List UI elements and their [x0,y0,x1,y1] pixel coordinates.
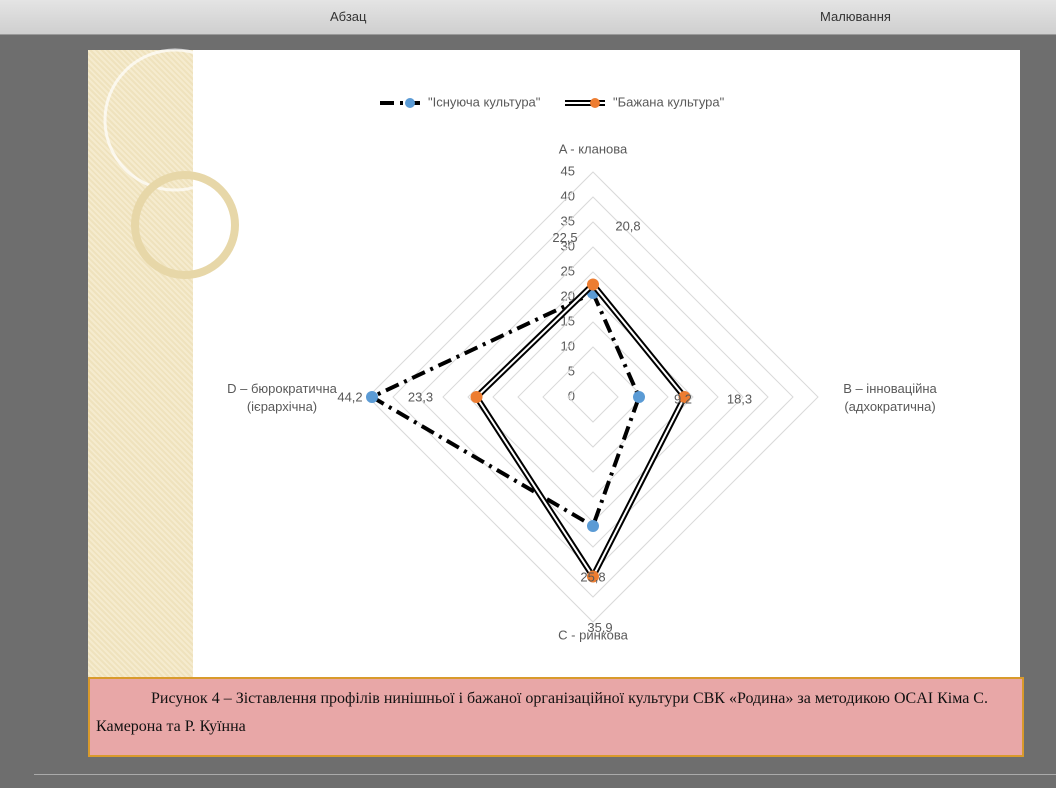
ribbon: Абзац Малювання [0,0,1056,35]
marker [633,391,645,403]
series-line [367,290,642,529]
grid-line [442,246,744,548]
tick-label: 35 [561,213,575,228]
value-label: 25,8 [580,569,605,584]
marker [470,391,483,403]
tick-label: 15 [561,313,575,328]
legend-marker [405,98,415,108]
decor [131,171,239,279]
value-label: 18,3 [727,391,752,406]
category-label: D – бюрократична (ієрархічна) [227,381,338,414]
legend-label: "Існуюча культура" [428,94,541,109]
grid-line [542,346,644,448]
value-label: 9,2 [674,391,692,406]
grid-line [517,321,669,473]
tick-label: 30 [561,238,575,253]
value-label: 20,8 [615,218,640,233]
tick-label: 40 [561,188,575,203]
caption: Рисунок 4 – Зіставлення профілів нинішнь… [88,677,1024,757]
value-label: 22,5 [552,230,577,245]
ribbon-group[interactable]: Малювання [820,9,891,24]
category-label: A - кланова [559,141,628,156]
marker [366,391,378,403]
series-line [472,280,689,583]
grid-line [567,371,619,423]
marker [678,391,691,403]
marker [587,570,599,583]
tick-label: 10 [561,338,575,353]
ribbon-group[interactable]: Абзац [330,9,367,24]
tick-label: 0 [568,388,575,403]
tick-label: 20 [561,288,575,303]
grid-line [367,171,819,623]
value-label: 23,3 [408,389,433,404]
decor [103,48,247,192]
value-label: 44,2 [337,389,362,404]
category-label: B – інноваційна (адхократична) [843,381,937,414]
legend-label: "Бажана культура" [613,94,725,109]
tick-label: 25 [561,263,575,278]
tick-label: 5 [568,363,575,378]
decor-strip [88,50,193,677]
series-line-inner [475,283,686,579]
grid-line [392,196,794,598]
value-label: 35,9 [587,620,612,635]
legend-marker [590,98,600,108]
page [88,50,1020,677]
category-label: C - ринкова [558,627,628,642]
marker [587,278,599,291]
tick-label: 45 [561,163,575,178]
divider [34,774,1056,775]
marker [587,520,599,532]
